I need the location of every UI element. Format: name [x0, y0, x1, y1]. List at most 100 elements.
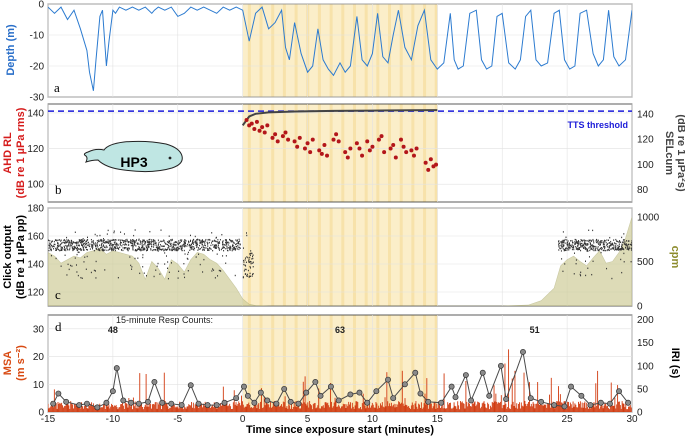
click-point [209, 247, 211, 249]
exposure-band [242, 4, 438, 97]
click-point [600, 240, 602, 242]
click-point [141, 244, 143, 247]
click-point [606, 243, 608, 245]
click-point [142, 256, 144, 259]
click-point [76, 253, 78, 256]
click-point [79, 241, 81, 244]
click-point [615, 245, 617, 247]
ahd-rl-point [376, 137, 381, 142]
click-point [134, 257, 136, 260]
click-point [214, 277, 216, 279]
click-point [123, 233, 125, 235]
click-point [103, 245, 105, 248]
click-point [597, 246, 599, 248]
click-point [561, 243, 563, 246]
click-point [597, 249, 599, 252]
click-point [623, 233, 625, 235]
click-point [589, 239, 591, 241]
click-point [590, 248, 592, 250]
click-point [125, 240, 127, 243]
y-right-tick-label: 500 [637, 257, 654, 268]
click-point [587, 267, 589, 269]
click-point [595, 245, 597, 248]
click-point [215, 247, 217, 249]
click-point [109, 248, 111, 250]
click-point [567, 247, 569, 250]
click-point [83, 249, 85, 251]
ahd-rl-point [391, 142, 396, 147]
click-point [181, 246, 183, 248]
click-point [134, 249, 136, 252]
click-point [563, 244, 565, 246]
click-point [157, 248, 159, 250]
ahd-rl-point [370, 144, 375, 149]
click-point [621, 246, 623, 248]
click-point [156, 265, 158, 267]
click-point [83, 261, 85, 263]
click-point [593, 249, 595, 252]
click-point [120, 231, 122, 233]
click-point [53, 248, 55, 250]
click-point [609, 242, 611, 244]
click-point [175, 244, 177, 246]
click-point [153, 239, 155, 241]
click-point [227, 244, 229, 246]
click-point [579, 243, 581, 245]
click-point [55, 257, 57, 260]
click-point [229, 247, 231, 249]
y-right-tick-label: 0 [637, 302, 643, 313]
click-point [577, 248, 579, 250]
click-point [233, 242, 235, 244]
click-point [599, 243, 601, 246]
cpm-axis-label: cpm [669, 246, 681, 269]
click-point [81, 249, 83, 251]
click-point [618, 248, 620, 251]
click-point [106, 240, 108, 243]
exposure-stripe [317, 315, 321, 412]
click-point [163, 245, 165, 247]
click-point [150, 242, 152, 244]
iri-point [159, 399, 166, 406]
ahd-rl-point [414, 146, 419, 151]
click-point [57, 239, 59, 241]
click-point [585, 274, 587, 277]
click-point [620, 249, 622, 251]
click-point [580, 246, 582, 248]
click-point [110, 245, 112, 247]
click-point [83, 240, 85, 242]
click-point [74, 242, 76, 244]
click-point [586, 248, 588, 251]
click-point [110, 248, 112, 250]
click-point [64, 239, 66, 241]
click-point [91, 248, 93, 250]
click-point [49, 248, 51, 250]
click-point [575, 263, 577, 265]
iri-point [168, 400, 175, 407]
click-point [106, 246, 108, 248]
click-point [578, 248, 580, 250]
x-tick-label: 30 [626, 414, 638, 425]
click-point [564, 238, 566, 241]
ahd-rl-point [295, 144, 300, 149]
click-point [98, 239, 100, 241]
click-point [174, 248, 176, 250]
click-point [619, 245, 621, 247]
y-right-tick-label: 150 [637, 338, 654, 349]
iri-point [587, 402, 594, 409]
click-point [195, 242, 197, 244]
iri-point [55, 390, 62, 397]
click-point [229, 248, 231, 251]
click-point [227, 241, 229, 244]
y-tick-label: 120 [27, 288, 44, 299]
click-point [83, 242, 85, 245]
click-point [117, 243, 119, 246]
click-point [582, 244, 584, 247]
whale-icon [83, 140, 183, 173]
msa-axis-label-1: MSA [2, 351, 14, 376]
click-point [249, 266, 251, 268]
click-point [67, 249, 69, 251]
click-point [53, 243, 55, 246]
click-point [113, 248, 115, 250]
click-point [131, 268, 133, 270]
click-point [204, 244, 206, 247]
